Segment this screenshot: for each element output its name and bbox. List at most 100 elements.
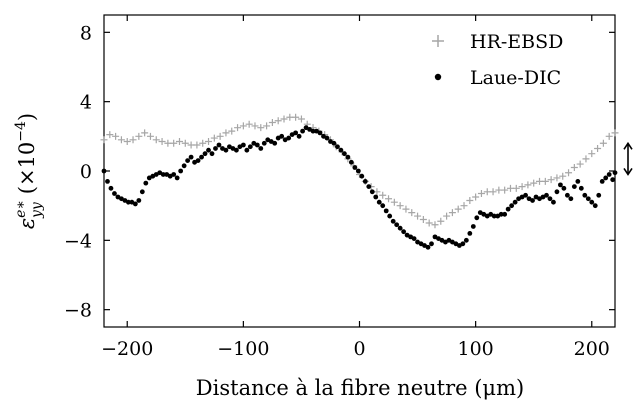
data-point <box>210 134 218 142</box>
data-point <box>181 139 189 147</box>
data-point <box>512 199 518 205</box>
data-point <box>251 122 259 130</box>
data-point <box>233 147 239 153</box>
data-point <box>158 138 166 146</box>
data-point <box>376 199 382 205</box>
data-point <box>523 192 528 198</box>
data-point <box>578 185 584 191</box>
data-point <box>317 130 323 136</box>
data-point <box>437 217 445 225</box>
legend-marker-laue-dic <box>434 73 442 81</box>
data-point <box>544 192 549 198</box>
data-point <box>244 147 250 153</box>
data-point <box>509 203 515 209</box>
data-point <box>570 164 578 172</box>
data-point <box>112 132 120 140</box>
data-point <box>610 177 616 183</box>
data-point <box>582 155 590 163</box>
data-point <box>408 209 416 217</box>
y-axis-subscript: yy <box>29 201 45 219</box>
data-point <box>558 182 563 188</box>
data-point <box>505 206 511 212</box>
x-tick-label: 0 <box>353 338 365 360</box>
data-point <box>136 198 142 203</box>
data-point <box>345 154 351 160</box>
data-point <box>419 216 427 224</box>
data-point <box>596 192 602 198</box>
data-point <box>470 224 476 229</box>
data-point <box>547 196 553 202</box>
data-point <box>460 202 468 210</box>
data-point <box>141 129 149 137</box>
data-point <box>139 189 145 195</box>
data-point <box>380 203 386 209</box>
data-point <box>338 147 344 153</box>
series-layer <box>100 113 619 250</box>
data-point <box>466 196 474 204</box>
data-point <box>489 188 497 196</box>
y-axis-unit-exponent: −4 <box>13 121 29 142</box>
data-point <box>199 139 207 147</box>
data-point <box>524 181 532 189</box>
data-point <box>258 146 264 151</box>
data-point <box>561 185 567 191</box>
y-axis-unit-close: ) <box>15 113 39 121</box>
data-point <box>129 136 137 144</box>
data-point <box>390 218 396 224</box>
data-point <box>342 151 347 157</box>
y-axis-unit: (×10 <box>15 142 39 195</box>
data-point <box>606 172 612 177</box>
data-point <box>385 195 393 203</box>
data-point <box>352 165 358 170</box>
data-point <box>268 118 276 126</box>
data-point <box>463 237 469 243</box>
data-point <box>594 144 602 152</box>
ticks-layer: −200 −100 0 100 200 8 4 0 −4 −8 <box>64 15 615 360</box>
data-point <box>112 191 117 196</box>
arrow-head-bottom <box>623 168 633 176</box>
data-point <box>234 124 242 132</box>
data-point <box>397 225 403 231</box>
data-point <box>123 138 131 146</box>
data-point <box>132 201 138 207</box>
data-point <box>530 179 538 187</box>
data-point <box>125 199 131 205</box>
data-point <box>611 129 619 137</box>
data-point <box>348 159 354 165</box>
data-point <box>362 179 368 184</box>
data-point <box>512 184 520 192</box>
data-point <box>425 219 433 227</box>
data-point <box>160 172 166 177</box>
x-axis-label: Distance à la fibre neutre (μm) <box>196 376 524 400</box>
data-point <box>402 205 410 213</box>
data-point <box>247 144 253 150</box>
data-point <box>559 172 567 180</box>
data-point <box>425 244 431 250</box>
data-point <box>603 175 609 181</box>
x-tick-label: 200 <box>574 338 610 360</box>
data-point <box>454 205 462 213</box>
data-point <box>571 184 577 190</box>
data-point <box>396 202 404 210</box>
data-point <box>585 196 591 202</box>
data-point <box>245 120 253 128</box>
y-tick-label: 4 <box>80 92 92 114</box>
data-point <box>472 193 480 201</box>
data-point <box>431 221 439 229</box>
legend: HR-EBSD Laue-DIC <box>432 31 563 89</box>
data-point <box>599 179 605 184</box>
data-point <box>310 128 316 134</box>
data-point <box>582 192 588 198</box>
y-axis-superscript: e∗ <box>13 200 29 218</box>
data-point <box>199 154 204 160</box>
data-point <box>108 185 114 191</box>
data-point <box>369 189 375 195</box>
data-point <box>387 213 393 219</box>
data-point <box>274 117 282 125</box>
data-point <box>135 132 143 140</box>
data-point <box>222 129 230 137</box>
data-point <box>554 189 560 195</box>
data-point <box>105 179 110 184</box>
data-point <box>443 212 451 220</box>
